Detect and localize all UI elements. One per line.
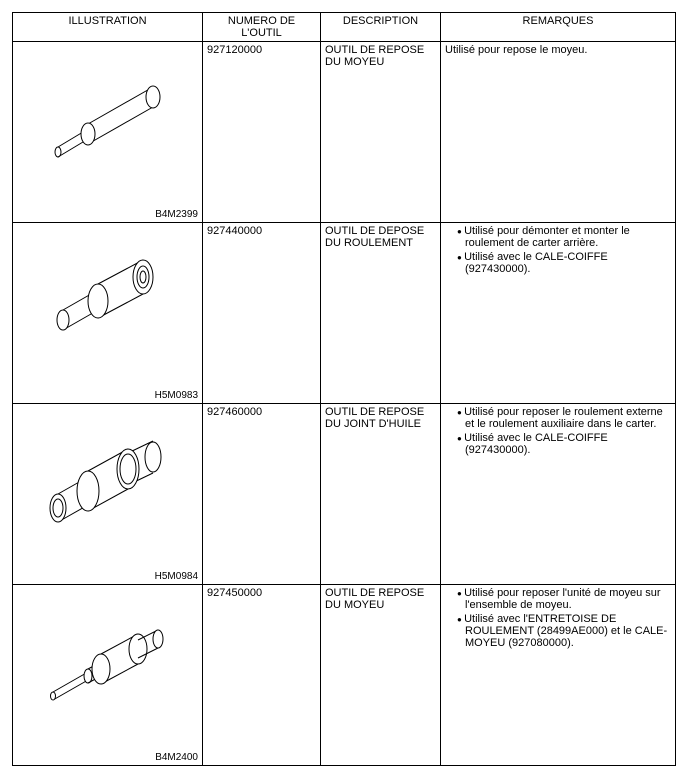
header-tool-number: NUMERO DE L'OUTIL [203, 13, 321, 42]
illustration-cell: B4M2400 [13, 585, 203, 766]
tool-icon [33, 610, 183, 730]
tool-icon [33, 248, 183, 368]
tool-number: 927460000 [203, 404, 321, 585]
tool-number: 927450000 [203, 585, 321, 766]
table-row: B4M2399 927120000 OUTIL DE REPOSE DU MOY… [13, 42, 676, 223]
remarks-bullet: Utilisé avec le CALE-COIFFE (927430000). [457, 251, 671, 275]
tool-description: OUTIL DE REPOSE DU MOYEU [321, 585, 441, 766]
tool-remarks: Utilisé pour repose le moyeu. [441, 42, 676, 223]
tool-description: OUTIL DE REPOSE DU MOYEU [321, 42, 441, 223]
tool-icon [33, 67, 183, 187]
header-illustration: ILLUSTRATION [13, 13, 203, 42]
tool-icon [33, 429, 183, 549]
image-code: B4M2399 [155, 209, 198, 220]
header-remarks: REMARQUES [441, 13, 676, 42]
tool-number: 927120000 [203, 42, 321, 223]
illustration-cell: H5M0983 [13, 223, 203, 404]
remarks-bullet: Utilisé pour démonter et monter le roule… [457, 225, 671, 249]
illustration-cell: B4M2399 [13, 42, 203, 223]
remarks-bullet: Utilisé avec l'ENTRETOISE DE ROULEMENT (… [457, 613, 671, 649]
image-code: H5M0984 [155, 571, 198, 582]
remarks-bullet: Utilisé pour reposer le roulement extern… [457, 406, 671, 430]
tool-remarks: Utilisé pour démonter et monter le roule… [441, 223, 676, 404]
tool-remarks: Utilisé pour reposer le roulement extern… [441, 404, 676, 585]
tool-description: OUTIL DE DEPOSE DU ROULEMENT [321, 223, 441, 404]
tool-number: 927440000 [203, 223, 321, 404]
table-row: B4M2400 927450000 OUTIL DE REPOSE DU MOY… [13, 585, 676, 766]
illustration-cell: H5M0984 [13, 404, 203, 585]
tools-table: ILLUSTRATION NUMERO DE L'OUTIL DESCRIPTI… [12, 12, 676, 766]
table-row: H5M0984 927460000 OUTIL DE REPOSE DU JOI… [13, 404, 676, 585]
remarks-bullet: Utilisé avec le CALE-COIFFE (927430000). [457, 432, 671, 456]
table-row: H5M0983 927440000 OUTIL DE DEPOSE DU ROU… [13, 223, 676, 404]
image-code: B4M2400 [155, 752, 198, 763]
tool-description: OUTIL DE REPOSE DU JOINT D'HUILE [321, 404, 441, 585]
header-description: DESCRIPTION [321, 13, 441, 42]
remarks-text: Utilisé pour repose le moyeu. [445, 44, 587, 56]
remarks-bullet: Utilisé pour reposer l'unité de moyeu su… [457, 587, 671, 611]
tool-remarks: Utilisé pour reposer l'unité de moyeu su… [441, 585, 676, 766]
image-code: H5M0983 [155, 390, 198, 401]
